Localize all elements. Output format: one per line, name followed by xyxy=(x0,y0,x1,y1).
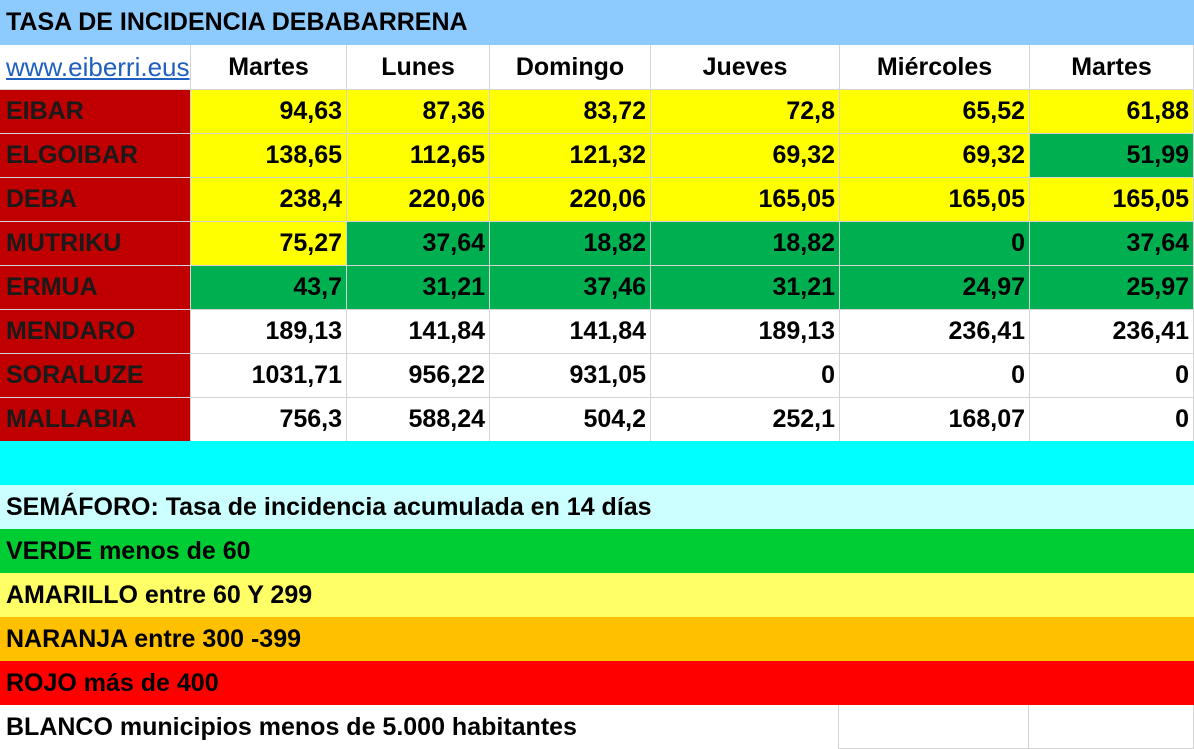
legend-verde: VERDE menos de 60 xyxy=(0,529,1194,573)
spacer-row xyxy=(0,441,1194,485)
incidence-value: 18,82 xyxy=(490,222,651,266)
incidence-value: 0 xyxy=(840,222,1030,266)
incidence-value: 72,8 xyxy=(651,90,840,134)
incidence-value: 43,7 xyxy=(191,266,347,310)
day-header: Jueves xyxy=(651,45,840,90)
incidence-value: 189,13 xyxy=(651,310,840,354)
incidence-value: 69,32 xyxy=(651,134,840,178)
town-name: MENDARO xyxy=(0,310,191,354)
header-row: www.eiberri.eus Martes Lunes Domingo Jue… xyxy=(0,45,1194,90)
town-name: SORALUZE xyxy=(0,354,191,398)
incidence-value: 220,06 xyxy=(490,178,651,222)
incidence-value: 31,21 xyxy=(347,266,490,310)
incidence-value: 83,72 xyxy=(490,90,651,134)
incidence-value: 61,88 xyxy=(1030,90,1194,134)
table-row: MENDARO 189,13 141,84 141,84 189,13 236,41 236… xyxy=(0,310,1194,354)
table-row: MUTRIKU 75,27 37,64 18,82 18,82 0 37,64 xyxy=(0,222,1194,266)
legend-heading: SEMÁFORO: Tasa de incidencia acumulada e… xyxy=(0,485,1194,529)
incidence-value: 931,05 xyxy=(490,354,651,398)
incidence-value: 165,05 xyxy=(840,178,1030,222)
incidence-value: 37,46 xyxy=(490,266,651,310)
website-link[interactable]: www.eiberri.eus xyxy=(0,45,191,90)
table-row: EIBAR 94,63 87,36 83,72 72,8 65,52 61,88 xyxy=(0,90,1194,134)
incidence-value: 69,32 xyxy=(840,134,1030,178)
incidence-value: 121,32 xyxy=(490,134,651,178)
legend-blanco: BLANCO municipios menos de 5.000 habitan… xyxy=(0,705,839,749)
town-name: ELGOIBAR xyxy=(0,134,191,178)
incidence-value: 75,27 xyxy=(191,222,347,266)
day-header: Martes xyxy=(1030,45,1194,90)
incidence-value: 138,65 xyxy=(191,134,347,178)
day-header: Lunes xyxy=(347,45,490,90)
incidence-value: 37,64 xyxy=(347,222,490,266)
incidence-value: 588,24 xyxy=(347,398,490,442)
incidence-value: 18,82 xyxy=(651,222,840,266)
title-row: TASA DE INCIDENCIA DEBABARRENA xyxy=(0,0,1194,45)
incidence-value: 51,99 xyxy=(1030,134,1194,178)
table-row: SORALUZE 1031,71 956,22 931,05 0 0 0 xyxy=(0,354,1194,398)
incidence-value: 141,84 xyxy=(490,310,651,354)
day-header: Miércoles xyxy=(840,45,1030,90)
incidence-value: 504,2 xyxy=(490,398,651,442)
spacer-band xyxy=(0,441,1194,485)
table-row: ELGOIBAR 138,65 112,65 121,32 69,32 69,32 51,9… xyxy=(0,134,1194,178)
town-name: DEBA xyxy=(0,178,191,222)
day-header: Domingo xyxy=(490,45,651,90)
table-row: ERMUA 43,7 31,21 37,46 31,21 24,97 25,97 xyxy=(0,266,1194,310)
incidence-value: 87,36 xyxy=(347,90,490,134)
legend-naranja-row: NARANJA entre 300 -399 xyxy=(0,617,1194,661)
incidence-value: 756,3 xyxy=(191,398,347,442)
incidence-value: 37,64 xyxy=(1030,222,1194,266)
legend-heading-row: SEMÁFORO: Tasa de incidencia acumulada e… xyxy=(0,485,1194,529)
incidence-value: 238,4 xyxy=(191,178,347,222)
town-name: MALLABIA xyxy=(0,398,191,442)
legend-rojo: ROJO más de 400 xyxy=(0,661,1194,705)
legend-rojo-row: ROJO más de 400 xyxy=(0,661,1194,705)
empty-cell xyxy=(1029,705,1194,749)
legend-naranja: NARANJA entre 300 -399 xyxy=(0,617,1194,661)
town-name: ERMUA xyxy=(0,266,191,310)
incidence-value: 25,97 xyxy=(1030,266,1194,310)
legend-amarillo-row: AMARILLO entre 60 Y 299 xyxy=(0,573,1194,617)
incidence-value: 236,41 xyxy=(1030,310,1194,354)
incidence-value: 165,05 xyxy=(1030,178,1194,222)
incidence-value: 0 xyxy=(1030,398,1194,442)
incidence-value: 0 xyxy=(840,354,1030,398)
legend-verde-row: VERDE menos de 60 xyxy=(0,529,1194,573)
incidence-value: 1031,71 xyxy=(191,354,347,398)
legend-blanco-row: BLANCO municipios menos de 5.000 habitan… xyxy=(0,705,1194,749)
incidence-value: 31,21 xyxy=(651,266,840,310)
town-name: MUTRIKU xyxy=(0,222,191,266)
empty-cell xyxy=(839,705,1029,749)
incidence-value: 112,65 xyxy=(347,134,490,178)
day-header: Martes xyxy=(191,45,347,90)
table-row: MALLABIA 756,3 588,24 504,2 252,1 168,07 0 xyxy=(0,398,1194,442)
incidence-value: 141,84 xyxy=(347,310,490,354)
incidence-value: 24,97 xyxy=(840,266,1030,310)
incidence-value: 94,63 xyxy=(191,90,347,134)
legend-amarillo: AMARILLO entre 60 Y 299 xyxy=(0,573,1194,617)
incidence-value: 220,06 xyxy=(347,178,490,222)
incidence-value: 236,41 xyxy=(840,310,1030,354)
table-row: DEBA 238,4 220,06 220,06 165,05 165,05 165,05 xyxy=(0,178,1194,222)
incidence-value: 189,13 xyxy=(191,310,347,354)
incidence-value: 252,1 xyxy=(651,398,840,442)
incidence-value: 168,07 xyxy=(840,398,1030,442)
incidence-value: 956,22 xyxy=(347,354,490,398)
sheet-title: TASA DE INCIDENCIA DEBABARRENA xyxy=(0,0,1194,45)
incidence-value: 65,52 xyxy=(840,90,1030,134)
incidence-value: 0 xyxy=(651,354,840,398)
incidence-value: 165,05 xyxy=(651,178,840,222)
town-name: EIBAR xyxy=(0,90,191,134)
incidence-value: 0 xyxy=(1030,354,1194,398)
